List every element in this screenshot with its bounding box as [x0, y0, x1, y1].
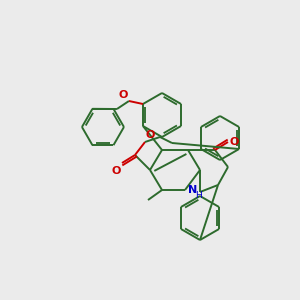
Text: O: O	[146, 130, 155, 140]
Text: N: N	[188, 185, 197, 195]
Text: O: O	[230, 137, 239, 147]
Text: O: O	[112, 166, 121, 176]
Text: H: H	[195, 190, 202, 200]
Text: O: O	[118, 90, 128, 100]
